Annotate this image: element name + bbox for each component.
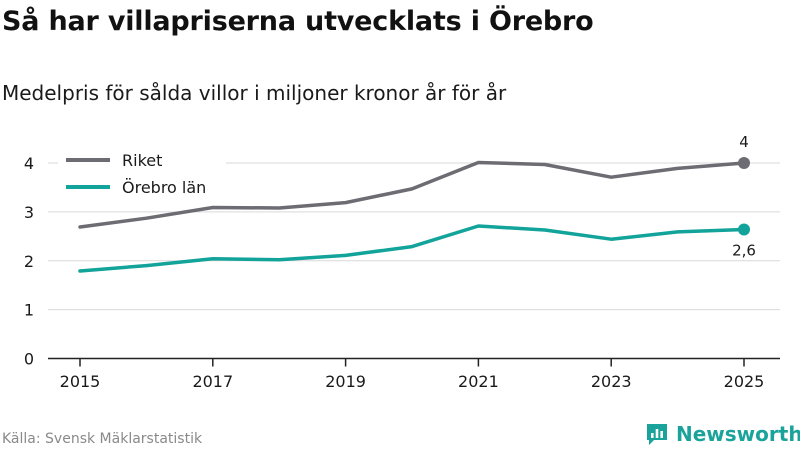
y-tick-label: 1 <box>24 301 34 320</box>
legend-background <box>58 148 226 204</box>
x-tick-label: 2021 <box>458 372 499 391</box>
y-tick-label: 4 <box>24 154 34 173</box>
brand-logo[interactable]: Newsworthy <box>645 421 800 447</box>
chart-subtitle: Medelpris för sålda villor i miljoner kr… <box>2 81 507 105</box>
chart-title: Så har villapriserna utvecklats i Örebro <box>2 6 594 37</box>
y-tick-label: 0 <box>24 350 34 369</box>
y-tick-label: 3 <box>24 203 34 222</box>
x-tick-label: 2017 <box>192 372 233 391</box>
series-end-point-orebro <box>738 223 750 236</box>
source-note: Källa: Svensk Mäklarstatistik <box>2 431 203 447</box>
x-tick-label: 2023 <box>591 372 632 391</box>
x-tick-label: 2019 <box>325 372 366 391</box>
series-end-point-riket <box>738 157 750 169</box>
legend-label-orebro: Örebro län <box>122 178 206 197</box>
series-line-orebro <box>78 224 746 273</box>
series-line-riket <box>78 160 746 229</box>
brand-name: Newsworthy <box>676 422 800 446</box>
x-tick-label: 2015 <box>60 372 101 391</box>
y-tick-label: 2 <box>24 252 34 271</box>
newsworthy-logo-icon <box>647 424 667 445</box>
series-end-label-orebro: 2,6 <box>732 241 756 259</box>
x-tick-label: 2025 <box>724 372 765 391</box>
series-end-label-riket: 4 <box>739 133 749 151</box>
legend-label-riket: Riket <box>122 151 162 170</box>
